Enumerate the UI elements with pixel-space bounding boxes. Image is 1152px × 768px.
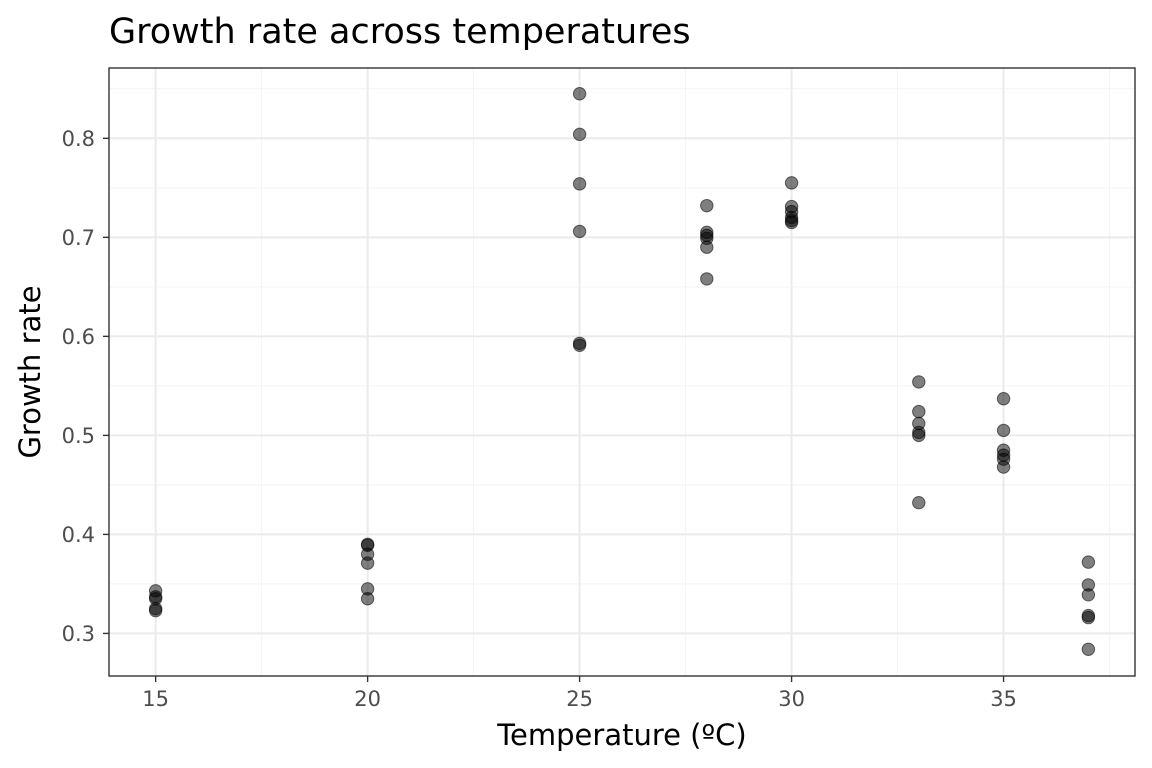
y-tick-label: 0.7: [62, 226, 95, 250]
y-tick-label: 0.6: [62, 325, 95, 349]
data-points: [148, 87, 1096, 656]
data-point: [912, 496, 926, 510]
y-tick-label: 0.3: [62, 622, 95, 646]
y-tick-label: 0.5: [62, 424, 95, 448]
y-axis-title: Growth rate: [13, 285, 47, 458]
plot-panel-background: [109, 68, 1135, 676]
x-axis-title: Temperature (ºC): [496, 718, 746, 752]
data-point: [996, 423, 1011, 438]
data-point: [784, 176, 799, 190]
data-point: [572, 177, 587, 191]
x-tick-label: 15: [142, 687, 169, 711]
data-point: [700, 198, 714, 213]
data-point: [912, 375, 926, 389]
plot-panel-border: [108, 67, 1136, 677]
data-point: [572, 127, 587, 142]
x-tick-label: 20: [354, 687, 381, 711]
data-point: [1081, 642, 1096, 656]
data-point: [572, 224, 587, 239]
data-point: [996, 460, 1011, 474]
data-point: [912, 404, 926, 419]
data-point: [912, 428, 926, 443]
data-point: [1081, 555, 1096, 569]
x-axis: 15 20 25 30 35: [142, 676, 1017, 711]
data-point: [572, 87, 587, 101]
data-point: [784, 215, 799, 230]
y-tick-label: 0.4: [62, 523, 95, 547]
data-point: [996, 392, 1011, 406]
data-point: [360, 556, 375, 570]
data-point: [1081, 610, 1096, 625]
data-point: [1081, 588, 1096, 602]
chart-title: Growth rate across temperatures: [109, 12, 691, 52]
data-point: [360, 592, 375, 606]
grid: [109, 68, 1135, 676]
data-point: [700, 272, 714, 286]
x-tick-label: 30: [778, 687, 805, 711]
data-point: [148, 603, 163, 618]
x-tick-label: 35: [990, 687, 1017, 711]
x-tick-label: 25: [566, 687, 593, 711]
data-point: [572, 338, 587, 352]
y-tick-label: 0.8: [62, 127, 95, 151]
data-point: [700, 240, 714, 254]
y-axis: 0.3 0.4 0.5 0.6 0.7 0.8: [62, 127, 109, 646]
